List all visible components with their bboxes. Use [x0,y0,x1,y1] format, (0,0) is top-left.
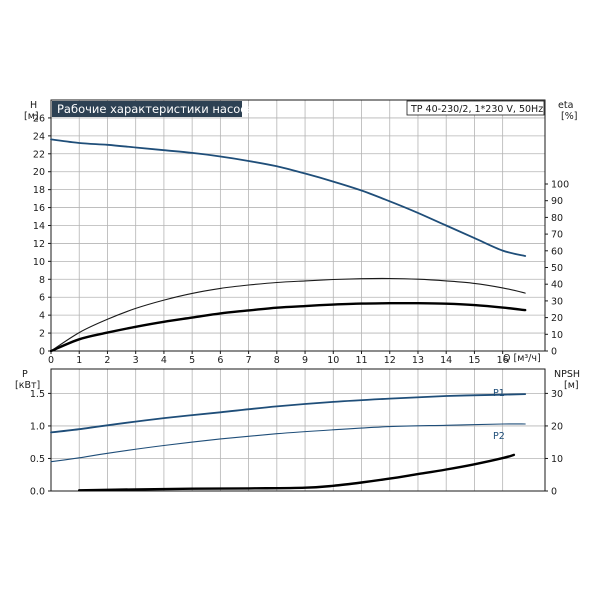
h-tick-label: 2 [39,329,45,340]
head-curve [50,138,527,257]
npsh-tick-label: 20 [551,421,563,432]
x-tick-label: 13 [412,355,424,366]
x-tick-label: 3 [133,355,139,366]
p1-label: P1 [493,388,505,399]
h-tick-label: 26 [33,113,45,124]
p-tick-label: 1.5 [30,389,45,400]
h-tick-label: 6 [39,293,45,304]
h-axis-unit: [м] [24,111,39,122]
eta-tick-label: 60 [551,246,563,257]
eta-tick-label: 40 [551,280,563,291]
p1-curve [50,393,527,434]
x-tick-label: 1 [76,355,82,366]
x-tick-label: 8 [274,355,280,366]
x-tick-label: 9 [302,355,308,366]
h-tick-label: 14 [33,221,45,232]
h-tick-label: 0 [39,347,45,358]
q-axis-label: Q [м³/ч] [503,353,541,364]
x-tick-label: 7 [246,355,252,366]
x-tick-label: 5 [189,355,195,366]
eta-tick-label: 90 [551,196,563,207]
eta-tick-label: 70 [551,230,563,241]
npsh-curve [78,453,516,492]
p2-curve [50,423,526,463]
eta-tick-label: 0 [551,347,557,358]
x-tick-label: 12 [384,355,396,366]
eta-tick-label: 20 [551,313,563,324]
x-tick-label: 16 [497,355,509,366]
x-tick-label: 10 [327,355,339,366]
bottom-panel-ticks: 0.0 0.5 1.0 1.5 0 10 20 30 [30,389,563,498]
h-tick-label: 22 [33,149,45,160]
curves [49,138,527,492]
eta-axis-unit: [%] [561,111,577,122]
npsh-tick-label: 0 [551,487,557,498]
efficiency-curve [49,301,527,353]
eta-tick-label: 100 [551,180,569,191]
p-tick-label: 1.0 [30,421,45,432]
p-axis-unit: [кВт] [15,380,40,391]
x-tick-label: 14 [440,355,452,366]
h-tick-label: 18 [33,185,45,196]
p-axis-name: P [22,369,28,380]
npsh-axis-unit: [м] [564,380,579,391]
h-tick-label: 24 [33,131,45,142]
p-tick-label: 0.0 [30,487,45,498]
h-tick-label: 8 [39,275,45,286]
x-tick-label: 6 [217,355,223,366]
x-tick-label: 4 [161,355,167,366]
eta-tick-label: 10 [551,330,563,341]
npsh-tick-label: 30 [551,389,563,400]
h-axis-name: H [30,100,37,111]
top-panel-grid [51,100,545,351]
eta-axis-name: eta [558,100,573,111]
model-box [406,100,545,116]
x-tick-label: 11 [355,355,367,366]
eta-tick-label: 30 [551,296,563,307]
eta-tick-label: 80 [551,213,563,224]
npsh-axis-name: NPSH [554,369,580,380]
h-tick-label: 10 [33,257,45,268]
x-tick-label: 15 [468,355,480,366]
model-label: TP 40-230/2, 1*230 V, 50Hz [410,104,543,115]
h-tick-label: 20 [33,167,45,178]
bottom-panel-grid [51,369,545,491]
chart-title-box [52,101,242,117]
p-tick-label: 0.5 [30,454,45,465]
top-panel-ticks: 0 1 2 3 4 5 6 7 8 9 10 11 12 13 14 15 160246810121416182… [33,113,569,366]
x-tick-label: 0 [48,355,54,366]
h-tick-label: 16 [33,203,45,214]
npsh-tick-label: 10 [551,454,563,465]
efficiency-upper-curve [50,277,526,352]
eta-tick-label: 50 [551,263,563,274]
bottom-panel-frame [50,368,546,492]
x-tick-label: 2 [104,355,110,366]
p2-label: P2 [493,431,505,442]
h-tick-label: 4 [39,311,45,322]
chart-title: Рабочие характеристики насоса [57,102,254,116]
h-tick-label: 12 [33,239,45,250]
